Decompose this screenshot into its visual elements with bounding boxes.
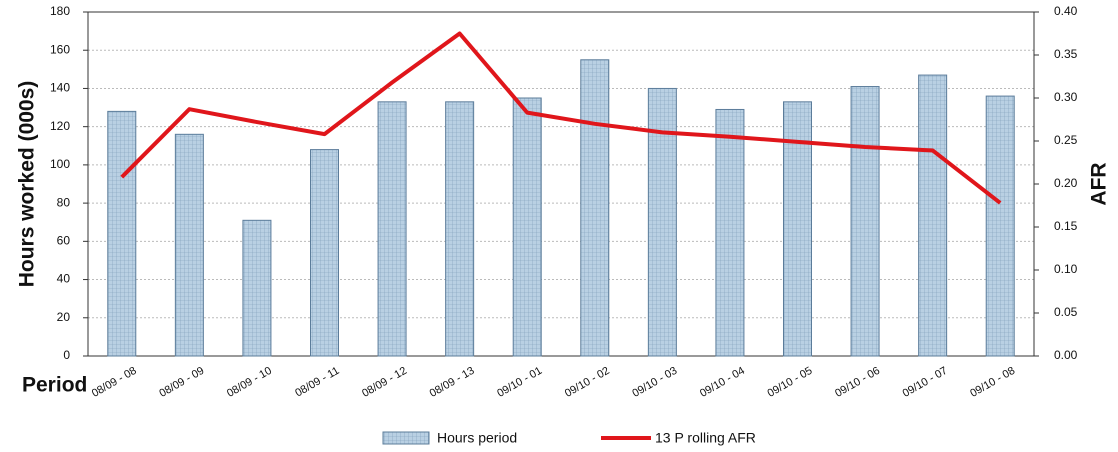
y2-tick-label: 0.20 <box>1054 176 1078 190</box>
x-tick-label: 08/09 - 09 <box>157 365 206 400</box>
y-tick-label: 120 <box>50 119 70 133</box>
bar <box>918 74 948 357</box>
legend-label: Hours period <box>437 430 517 446</box>
x-tick-label: 09/10 - 08 <box>968 365 1017 400</box>
bar <box>310 149 339 357</box>
y-tick-label: 80 <box>57 195 71 209</box>
x-tick-label: 08/09 - 08 <box>90 365 139 400</box>
y2-axis-label: AFR <box>1088 162 1111 205</box>
y-tick-label: 160 <box>50 42 70 56</box>
bar <box>242 219 272 357</box>
bar <box>715 108 745 357</box>
x-tick-label: 09/10 - 04 <box>698 365 747 400</box>
x-tick-label: 09/10 - 07 <box>901 365 950 400</box>
x-tick-label: 08/09 - 12 <box>360 365 409 400</box>
bar <box>377 101 407 357</box>
x-tick-label: 09/10 - 06 <box>833 365 882 400</box>
bar <box>445 101 475 357</box>
y-tick-label: 60 <box>57 234 71 248</box>
bar <box>107 110 137 357</box>
y2-tick-label: 0.10 <box>1054 262 1078 276</box>
bar <box>647 87 677 357</box>
y2-tick-label: 0.05 <box>1054 305 1078 319</box>
x-tick-label: 09/10 - 02 <box>563 365 612 400</box>
x-tick-label: 09/10 - 03 <box>630 365 679 400</box>
y-tick-label: 100 <box>50 157 70 171</box>
bar <box>580 59 610 357</box>
y2-tick-label: 0.15 <box>1054 219 1078 233</box>
y2-tick-label: 0.25 <box>1054 133 1078 147</box>
y2-tick-label: 0.35 <box>1054 47 1078 61</box>
y-axis-label: Hours worked (000s) <box>16 81 39 288</box>
y-tick-label: 180 <box>50 4 70 18</box>
x-tick-label: 09/10 - 01 <box>495 365 544 400</box>
y-tick-label: 0 <box>63 348 70 362</box>
legend-label: 13 P rolling AFR <box>655 430 756 446</box>
x-tick-label: 08/09 - 10 <box>225 365 274 400</box>
bar <box>512 97 542 357</box>
x-tick-label: 08/09 - 11 <box>293 365 341 400</box>
y-tick-label: 40 <box>57 272 71 286</box>
y2-tick-label: 0.40 <box>1054 4 1078 18</box>
y-tick-label: 140 <box>50 81 70 95</box>
line <box>120 31 1002 205</box>
plot-frame <box>87 11 1035 357</box>
y2-tick-label: 0.00 <box>1054 348 1078 362</box>
x-axis-label: Period <box>22 374 87 397</box>
legend-swatch <box>382 431 430 445</box>
bar <box>985 95 1015 357</box>
x-tick-label: 09/10 - 05 <box>766 365 815 400</box>
x-tick-label: 08/09 - 13 <box>428 365 477 400</box>
bar <box>850 86 880 357</box>
y-tick-label: 20 <box>57 310 71 324</box>
y2-tick-label: 0.30 <box>1054 90 1078 104</box>
bar <box>174 133 204 357</box>
